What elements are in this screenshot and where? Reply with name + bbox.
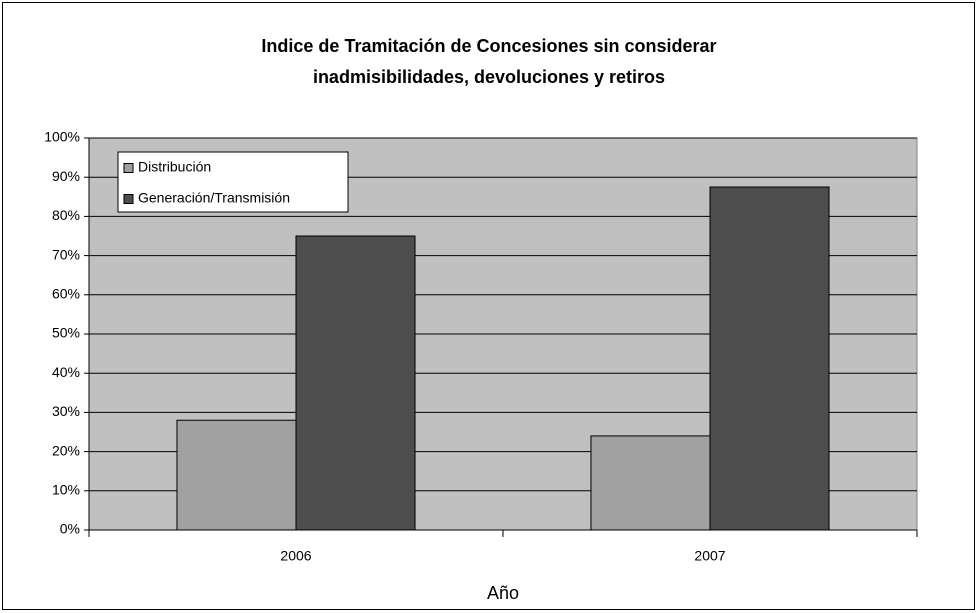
legend-box [117, 151, 349, 213]
chart-title: inadmisibilidades, devoluciones y retiro… [313, 67, 665, 87]
y-tick-label: 40% [52, 364, 80, 380]
y-tick-label: 100% [44, 129, 80, 145]
y-tick-label: 80% [52, 207, 80, 223]
legend-label: Generación/Transmisión [138, 190, 290, 206]
y-tick-label: 70% [52, 246, 80, 262]
bar [590, 435, 711, 531]
y-tick-label: 30% [52, 403, 80, 419]
y-tick-label: 0% [60, 521, 80, 537]
y-tick-label: 10% [52, 482, 80, 498]
bar [176, 419, 297, 531]
legend-swatch [123, 163, 134, 173]
x-axis-label: Año [487, 583, 519, 603]
x-tick-label: 2007 [694, 548, 725, 564]
chart-title: Indice de Tramitación de Concesiones sin… [261, 36, 716, 56]
legend-label: Distribución [138, 159, 211, 175]
y-tick-label: 60% [52, 286, 80, 302]
legend-swatch [123, 194, 134, 204]
x-tick-label: 2006 [280, 548, 311, 564]
y-tick-label: 50% [52, 325, 80, 341]
y-tick-label: 20% [52, 442, 80, 458]
bar [295, 235, 416, 531]
y-tick-label: 90% [52, 168, 80, 184]
bar [709, 186, 830, 531]
